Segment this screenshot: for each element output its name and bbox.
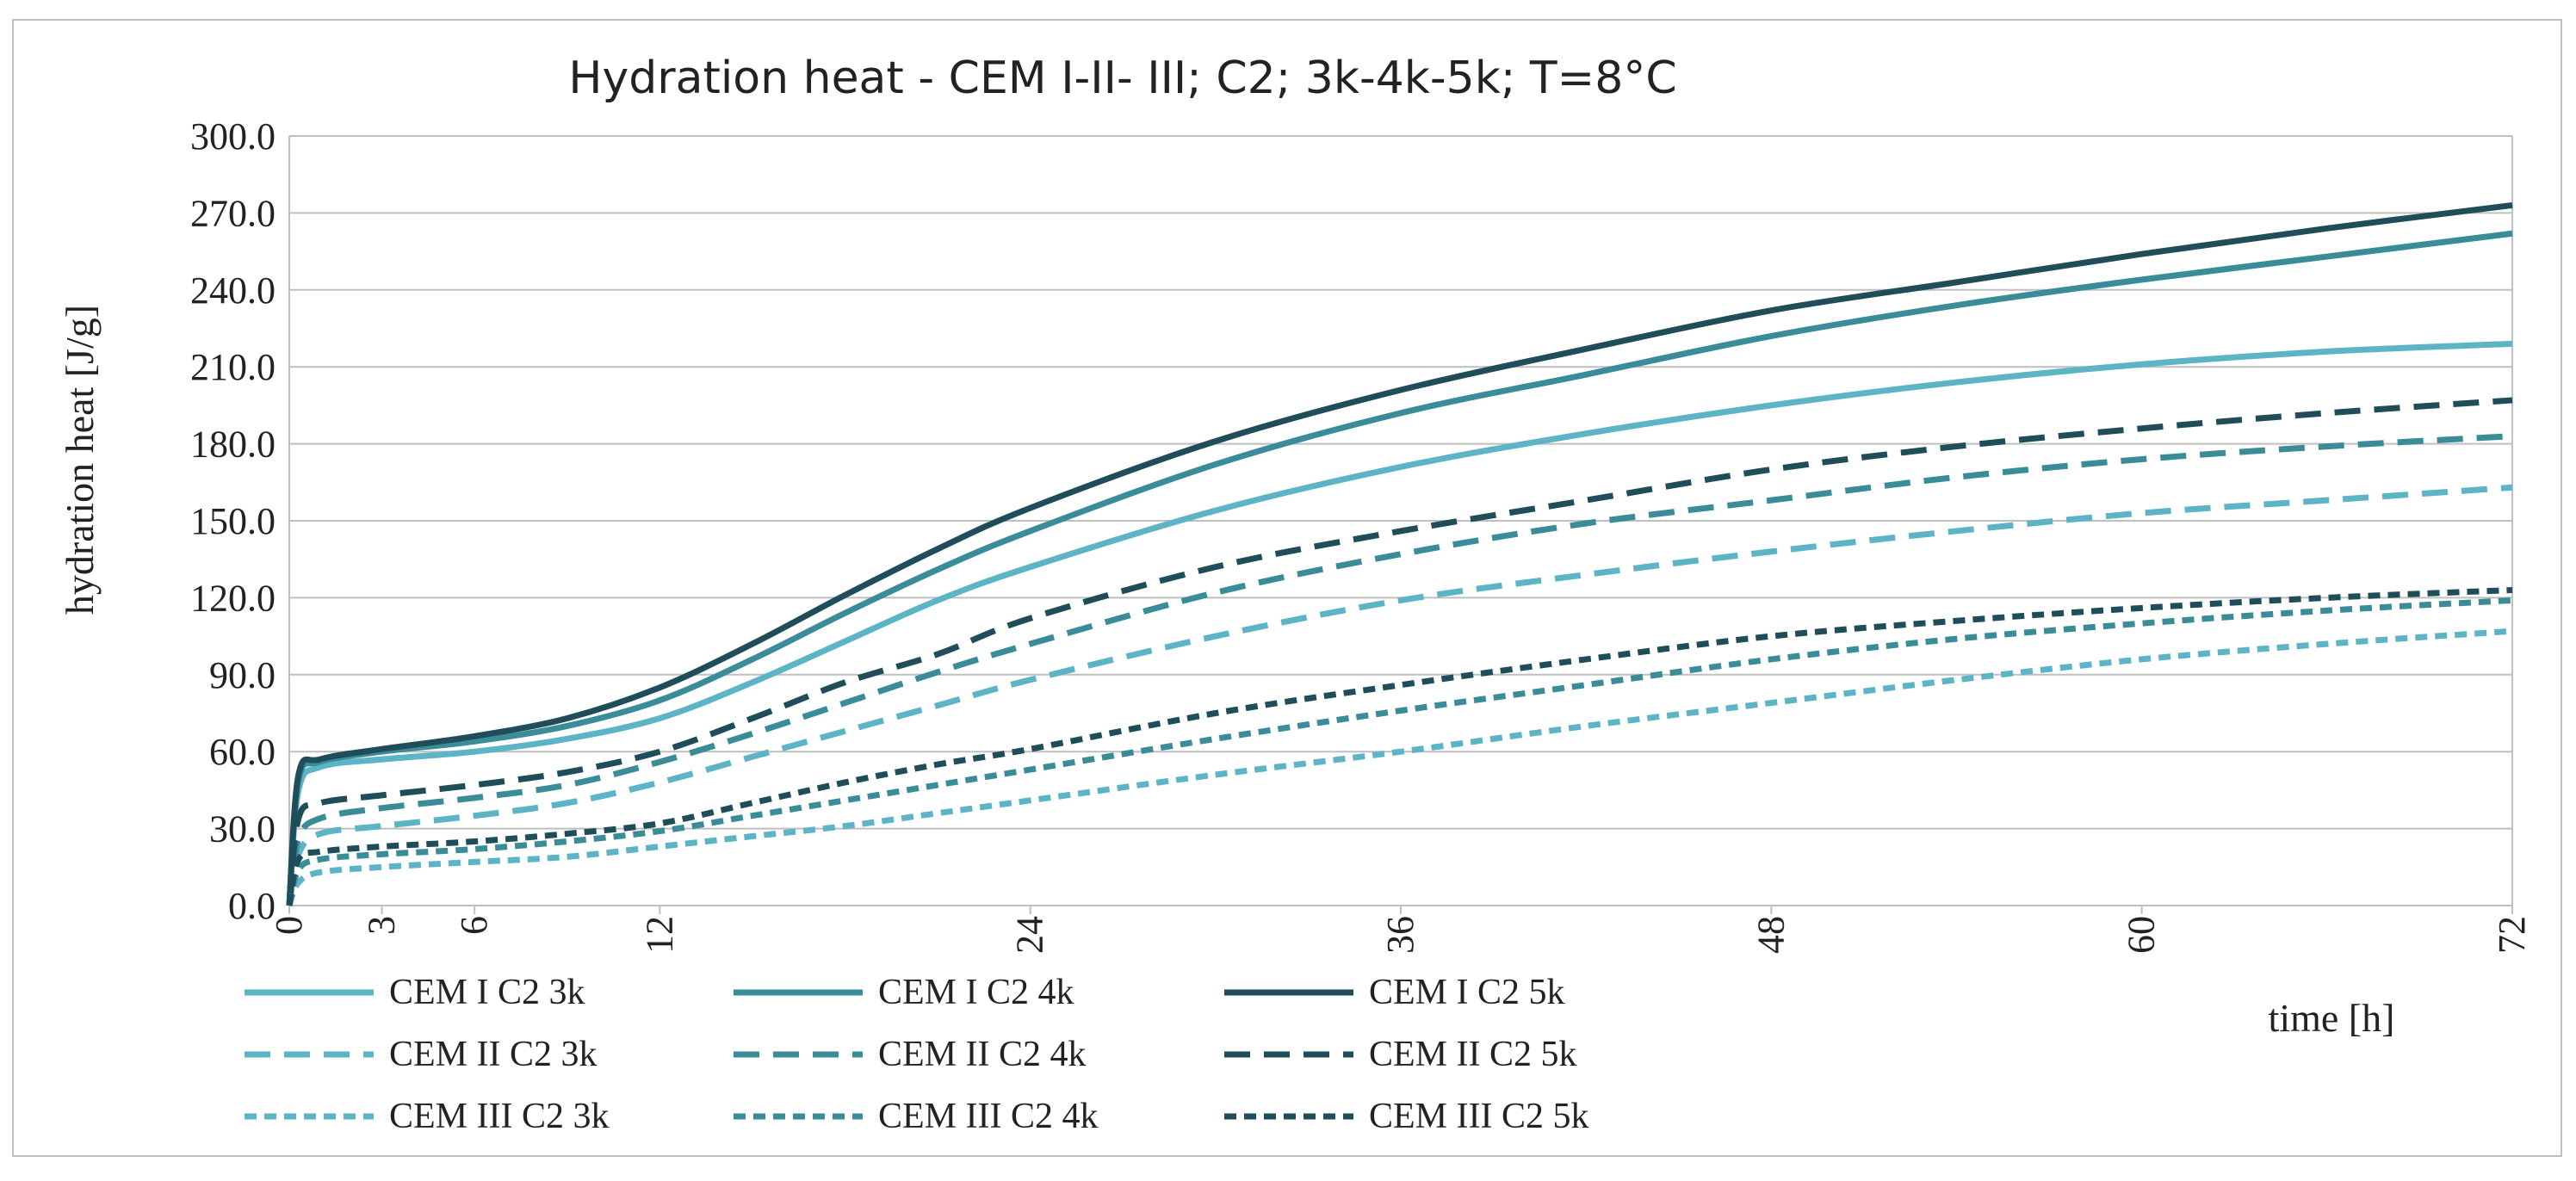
x-tick-label: 12 — [638, 916, 680, 954]
hydration-heat-chart: Hydration heat - CEM I-II- III; C2; 3k-4… — [58, 53, 2533, 1136]
series-line-cem-ii-c2-3k — [286, 484, 2513, 906]
series-line-cem-i-c2-4k — [286, 230, 2513, 906]
y-axis-label: hydration heat [J/g] — [58, 305, 102, 615]
chart-frame: Hydration heat - CEM I-II- III; C2; 3k-4… — [12, 19, 2562, 1157]
legend-label: CEM I C2 3k — [389, 973, 585, 1012]
x-axis-label: time [h] — [2269, 996, 2395, 1040]
y-tick-label: 240.0 — [190, 269, 276, 312]
y-tick-label: 300.0 — [190, 115, 276, 158]
y-tick-label: 90.0 — [209, 654, 276, 696]
y-tick-label: 270.0 — [190, 192, 276, 234]
y-tick-label: 0.0 — [228, 885, 276, 927]
y-tick-label: 30.0 — [209, 808, 276, 850]
series-line-cem-ii-c2-4k — [286, 433, 2513, 906]
legend-label: CEM I C2 4k — [878, 973, 1074, 1012]
y-tick-labels: 0.0 30.0 60.0 90.0 120.0 150.0 180.0 210.0 240.0… — [190, 115, 276, 927]
chart-title: Hydration heat - CEM I-II- III; C2; 3k-4… — [568, 53, 1676, 104]
series-line-cem-i-c2-5k — [286, 201, 2513, 906]
y-tick-label: 210.0 — [190, 346, 276, 388]
x-tick-label: 36 — [1379, 916, 1421, 954]
series-line-cem-iii-c2-3k — [286, 628, 2513, 907]
legend-label: CEM II C2 3k — [389, 1035, 598, 1074]
legend: CEM I C2 3k CEM I C2 4k CEM I C2 5k CEM II … — [245, 973, 1589, 1136]
series-line-cem-i-c2-3k — [286, 340, 2513, 906]
x-tick-label: 0 — [268, 916, 310, 935]
x-tick-label: 24 — [1009, 916, 1051, 954]
y-tick-label: 150.0 — [190, 500, 276, 542]
x-tick-label: 60 — [2121, 916, 2163, 954]
legend-label: CEM II C2 5k — [1369, 1035, 1577, 1074]
x-tick-labels: 0 3 6 12 24 36 48 60 72 — [268, 916, 2533, 954]
axes — [288, 136, 2513, 914]
y-tick-label: 180.0 — [190, 424, 276, 466]
x-tick-label: 48 — [1749, 916, 1792, 954]
legend-label: CEM III C2 4k — [878, 1097, 1099, 1136]
y-tick-label: 120.0 — [190, 577, 276, 619]
legend-label: CEM III C2 5k — [1369, 1097, 1589, 1136]
y-tick-label: 60.0 — [209, 731, 276, 773]
series-line-cem-ii-c2-5k — [286, 397, 2513, 906]
legend-label: CEM I C2 5k — [1369, 973, 1565, 1012]
x-tick-label: 72 — [2491, 916, 2533, 954]
series-line-cem-iii-c2-5k — [286, 586, 2513, 906]
series-lines — [286, 201, 2513, 907]
legend-label: CEM II C2 4k — [878, 1035, 1087, 1074]
x-tick-label: 3 — [361, 916, 403, 935]
legend-label: CEM III C2 3k — [389, 1097, 610, 1136]
x-tick-label: 6 — [453, 916, 495, 935]
